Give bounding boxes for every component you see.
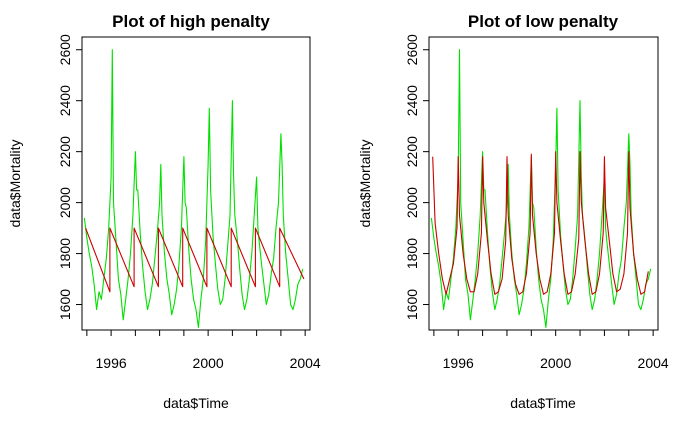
x-tick-label: 2004 — [290, 355, 321, 371]
panel-2: Plot of low penalty 1996 2000 2004 1600 1800 2… — [357, 12, 669, 411]
series-line-1 — [83, 49, 304, 329]
series-line-2 — [85, 227, 305, 293]
plot-frame — [428, 36, 659, 331]
y-tick-label: 2600 — [57, 34, 73, 65]
x-tick-label: 2000 — [193, 355, 224, 371]
series-line-1 — [430, 49, 652, 329]
chart-title: Plot of low penalty — [468, 12, 619, 31]
y-tick-label: 2000 — [404, 187, 420, 218]
y-tick-label: 1600 — [57, 289, 73, 320]
y-axis-label: data$Mortality — [357, 140, 373, 228]
plot-frame — [81, 36, 311, 331]
y-tick-label: 2400 — [404, 85, 420, 116]
panel-1: Plot of high penalty 1996 2000 2004 1600 1800… — [7, 12, 321, 411]
x-axis-label: data$Time — [163, 395, 229, 411]
y-tick-label: 1800 — [57, 238, 73, 269]
x-axis-label: data$Time — [510, 395, 576, 411]
x-tick-label: 2000 — [540, 355, 571, 371]
y-tick-label: 2400 — [57, 85, 73, 116]
y-tick-label: 2200 — [404, 136, 420, 167]
x-tick-label: 1996 — [96, 355, 127, 371]
x-tick-label: 1996 — [443, 355, 474, 371]
y-axis-label: data$Mortality — [7, 140, 23, 228]
series-line-2 — [432, 151, 649, 295]
y-tick-label: 2600 — [404, 34, 420, 65]
y-tick-label: 2200 — [57, 136, 73, 167]
chart-title: Plot of high penalty — [112, 12, 270, 31]
y-tick-label: 1800 — [404, 238, 420, 269]
x-tick-label: 2004 — [638, 355, 669, 371]
y-tick-label: 1600 — [404, 289, 420, 320]
y-tick-label: 2000 — [57, 187, 73, 218]
